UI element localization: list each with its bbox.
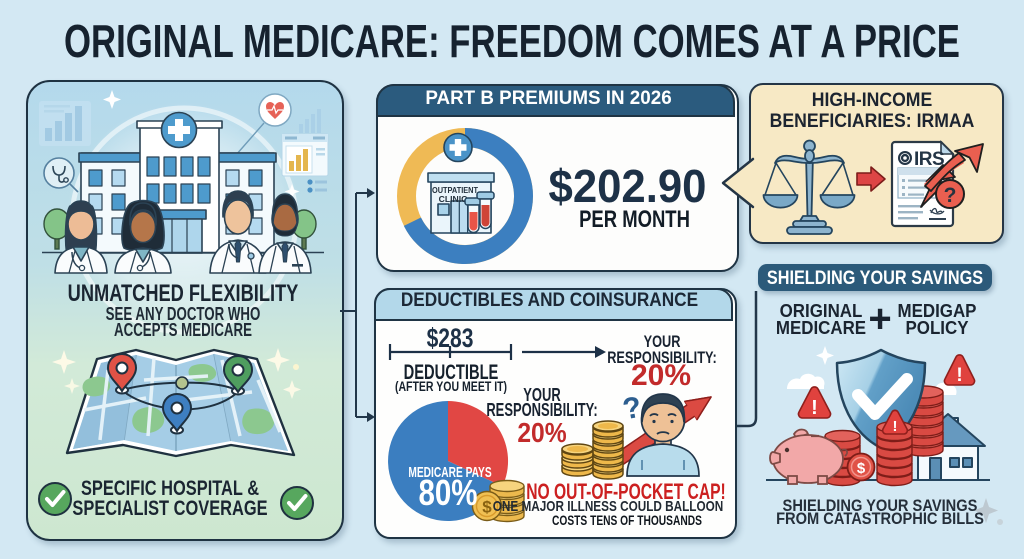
svg-text:!: ! [956,365,962,386]
svg-text:?: ? [944,184,957,207]
svg-text:$: $ [482,498,492,517]
svg-text:$: $ [857,460,866,477]
svg-text:?: ? [620,391,644,427]
svg-text:IRS: IRS [914,149,944,170]
svg-text:CLINIC: CLINIC [439,194,468,204]
svg-text:!: ! [893,418,898,435]
svg-text:!: ! [811,397,818,419]
svg-text:OUTPATIENT: OUTPATIENT [432,185,479,195]
